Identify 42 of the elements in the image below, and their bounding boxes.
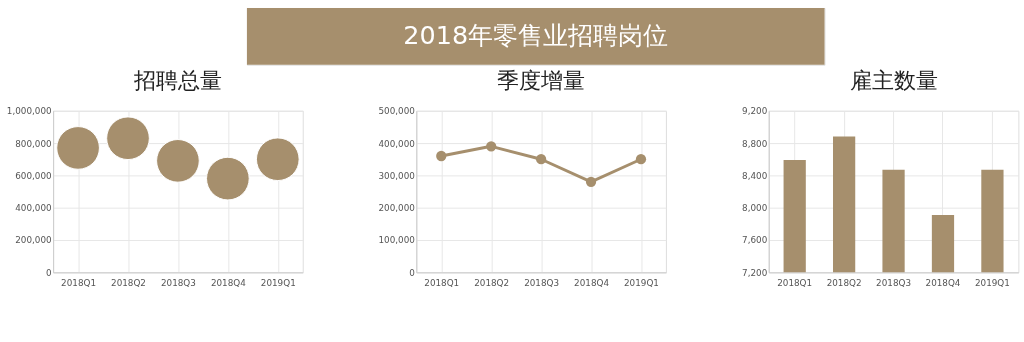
point [436,150,447,162]
text: 2018年零售业招聘岗位 [403,20,669,51]
y-tick-label: 7,600 [742,235,768,246]
y-tick-label: 0 [409,267,416,278]
x-tick-label: 2018Q4 [925,277,961,288]
x-tick-label: 2018Q3 [160,277,196,288]
x-tick-label: 2018Q4 [574,277,610,288]
x-tick-label: 2018Q2 [474,277,510,288]
x-tick-label: 2018Q2 [111,277,146,288]
y-tick-label: 400,000 [15,203,53,214]
y-tick-label: 100,000 [378,235,416,246]
x-tick-label: 2019Q1 [974,277,1010,288]
y-tick-label: 8,800 [742,138,768,149]
y-tick-label: 9,200 [742,106,768,117]
point [585,176,597,187]
y-tick-label: 600,000 [15,170,53,181]
x-tick-label: 2018Q1 [424,277,460,288]
chart-title: 季度增量 [497,68,586,94]
x-tick-label: 2018Q4 [210,277,247,288]
y-tick-label: 200,000 [378,203,416,214]
y-tick-label: 300,000 [378,170,416,181]
x-tick-label: 2019Q1 [260,277,296,288]
x-tick-label: 2018Q1 [61,277,97,288]
x-tick-label: 2018Q3 [876,277,912,288]
y-tick-label: 7,200 [742,267,768,278]
chart-title: 雇主数量 [849,68,938,94]
y-tick-label: 400,000 [378,138,416,149]
x-tick-label: 2019Q1 [624,277,659,288]
x-tick-label: 2018Q3 [524,277,560,288]
point [486,141,497,152]
y-tick-label: 1,000,000 [6,106,53,117]
y-tick-label: 200,000 [15,235,53,246]
chart-title: 招聘总量 [132,68,222,94]
y-tick-label: 8,400 [742,170,768,181]
y-tick-label: 8,000 [742,203,768,214]
y-tick-label: 800,000 [15,138,53,149]
point [535,154,547,165]
y-tick-label: 0 [46,267,53,278]
point [635,154,647,165]
x-tick-label: 2018Q2 [826,277,862,288]
y-tick-label: 500,000 [378,106,416,117]
x-tick-label: 2018Q1 [777,277,813,288]
